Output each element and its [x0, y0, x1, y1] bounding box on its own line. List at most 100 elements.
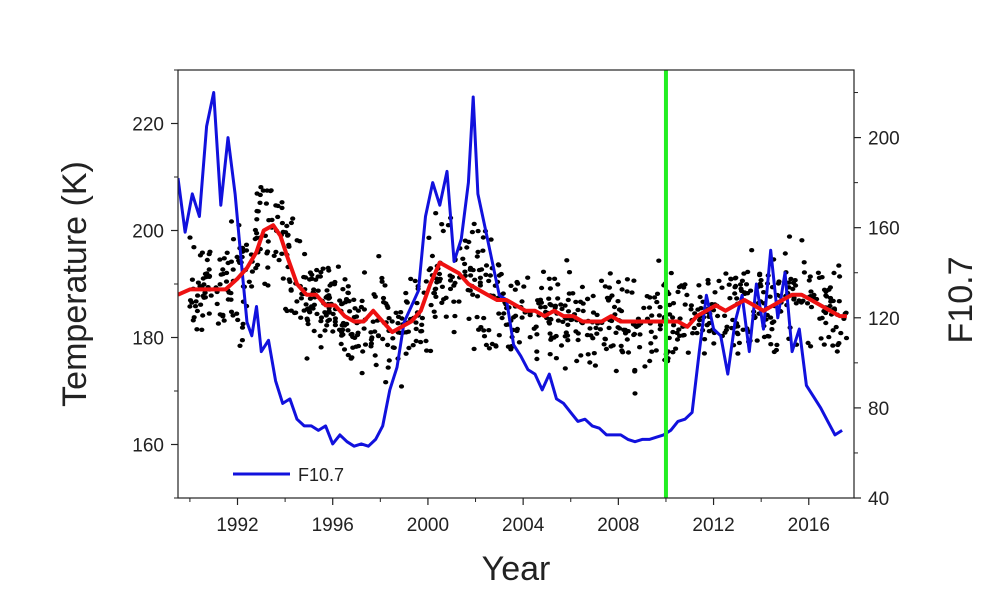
scatter-point: [611, 304, 618, 310]
scatter-point: [552, 305, 558, 310]
scatter-point: [462, 261, 468, 267]
scatter-point: [390, 336, 396, 341]
scatter-point: [221, 318, 227, 323]
scatter-point: [308, 304, 315, 309]
scatter-point: [355, 308, 361, 313]
scatter-point: [408, 276, 414, 282]
scatter-point: [499, 315, 505, 321]
scatter-point: [705, 277, 711, 283]
scatter-point: [428, 348, 434, 354]
scatter-point: [625, 350, 632, 355]
scatter-point: [451, 329, 457, 335]
scatter-point: [303, 302, 309, 307]
scatter-point: [477, 275, 483, 280]
scatter-point: [380, 336, 386, 342]
scatter-point: [534, 349, 540, 354]
scatter-point: [642, 364, 648, 369]
scatter-point: [598, 278, 605, 283]
scatter-point: [382, 283, 388, 288]
scatter-point: [191, 245, 197, 250]
scatter-point: [220, 271, 226, 277]
x-tick-label: 1996: [312, 515, 354, 536]
scatter-point: [823, 289, 829, 294]
scatter-point: [323, 295, 329, 300]
scatter-point: [741, 290, 748, 295]
scatter-point: [359, 298, 365, 304]
scatter-point: [368, 341, 374, 346]
scatter-point: [342, 323, 348, 328]
scatter-point: [460, 256, 466, 261]
scatter-point: [637, 345, 643, 350]
scatter-point: [198, 302, 204, 307]
scatter-point: [339, 301, 346, 306]
scatter-point: [260, 188, 266, 193]
scatter-point: [702, 337, 708, 342]
scatter-point: [786, 280, 792, 285]
scatter-point: [565, 297, 571, 303]
scatter-point: [546, 321, 553, 326]
scatter-point: [358, 304, 364, 310]
scatter-point: [368, 330, 374, 335]
scatter-point: [754, 338, 760, 343]
scatter-point: [538, 300, 545, 305]
scatter-point: [433, 294, 439, 299]
scatter-point: [791, 297, 797, 302]
scatter-point: [834, 349, 840, 354]
scatter-point: [481, 315, 487, 321]
scatter-point: [766, 334, 772, 339]
scatter-point: [597, 327, 604, 332]
scatter-point: [220, 312, 226, 318]
scatter-point: [535, 298, 541, 303]
scatter-point: [221, 256, 227, 261]
scatter-point: [696, 322, 702, 327]
scatter-point: [379, 275, 385, 281]
scatter-point: [283, 230, 289, 235]
scatter-point: [474, 294, 481, 299]
scatter-point: [804, 301, 811, 306]
scatter-point: [264, 251, 270, 256]
scatter-point: [255, 262, 261, 268]
scatter-point: [287, 279, 293, 284]
scatter-point: [592, 363, 599, 368]
scatter-point: [339, 333, 345, 338]
scatter-point: [489, 341, 495, 347]
scatter-point: [340, 287, 346, 292]
scatter-point: [801, 270, 808, 275]
scatter-point: [230, 267, 236, 272]
scatter-point: [439, 284, 445, 289]
scatter-point: [462, 238, 468, 243]
scatter-point: [706, 329, 712, 334]
scatter-point: [486, 278, 492, 284]
scatter-point: [332, 316, 338, 321]
scatter-point: [697, 294, 703, 300]
scatter-point: [647, 295, 653, 300]
y-tick-label: 200: [132, 222, 164, 243]
scatter-point: [322, 310, 328, 315]
scatter-point: [325, 265, 331, 271]
scatter-point: [414, 300, 420, 306]
scatter-point: [670, 350, 676, 355]
scatter-point: [393, 310, 399, 315]
scatter-point: [676, 327, 682, 332]
scatter-point: [688, 303, 695, 308]
scatter-point: [685, 350, 691, 355]
scatter-point: [540, 269, 547, 274]
scatter-point: [656, 313, 663, 318]
scatter-point: [200, 313, 206, 318]
scatter-point: [306, 309, 313, 314]
scatter-point: [265, 239, 271, 244]
scatter-point: [584, 332, 591, 338]
scatter-point: [395, 314, 402, 319]
y2-tick-label: 200: [868, 129, 900, 150]
scatter-point: [624, 277, 631, 282]
scatter-point: [345, 328, 351, 333]
scatter-point: [711, 341, 717, 346]
scatter-point: [496, 333, 502, 338]
scatter-point: [372, 294, 378, 299]
scatter-point: [798, 300, 805, 305]
scatter-point: [194, 308, 200, 314]
scatter-point: [580, 308, 586, 314]
scatter-point: [373, 362, 379, 368]
scatter-point: [279, 200, 285, 205]
scatter-point: [656, 258, 662, 263]
